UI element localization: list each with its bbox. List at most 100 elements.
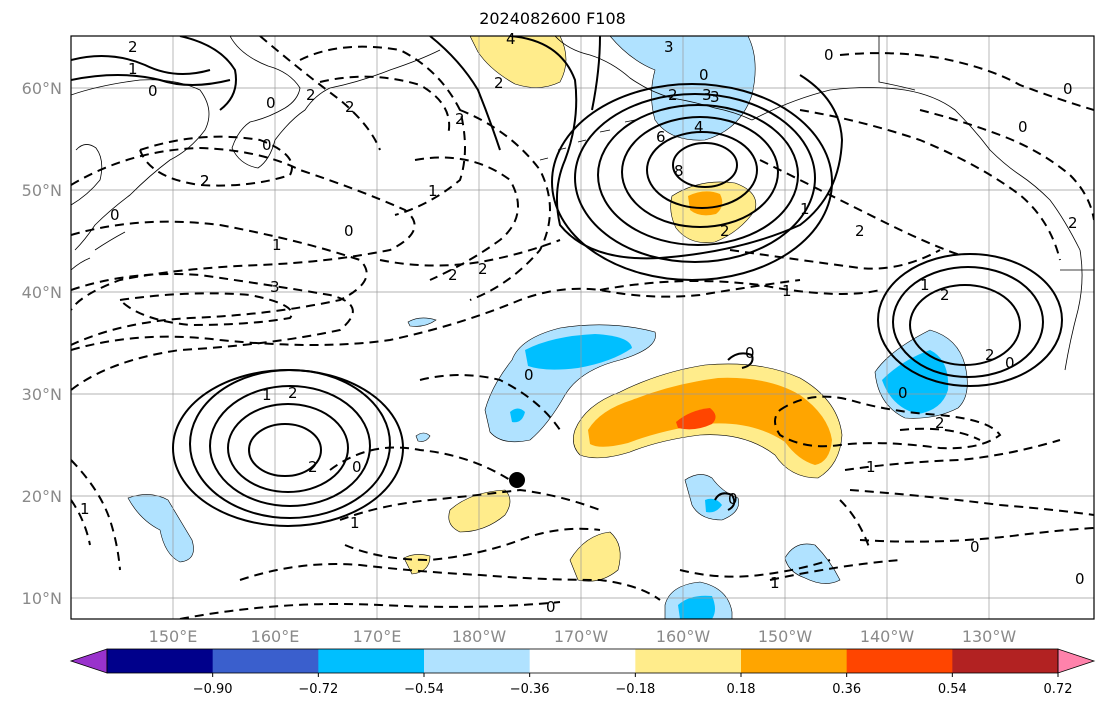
lon-label: 160°E: [251, 627, 300, 646]
contour-label: 2: [200, 172, 210, 190]
coast-alaska-west: [554, 36, 753, 121]
colorbar-tick-label: 0.36: [832, 682, 861, 697]
shade-cyan-east: [882, 350, 949, 414]
coast-border: [878, 36, 916, 91]
contour-label: 0: [1075, 570, 1085, 588]
shade-cyan-hawaii: [705, 498, 722, 513]
lat-label: 20°N: [22, 487, 62, 506]
colorbar-segment: [952, 649, 1059, 673]
shade-cyan-small: [510, 408, 525, 423]
shade-cyan-central: [525, 334, 632, 370]
contour-label: 2: [288, 384, 298, 402]
latitude-labels: 60°N 50°N 40°N 30°N 20°N 10°N: [22, 79, 62, 608]
colorbar-segment: [741, 649, 848, 673]
solid-contours: [71, 36, 1063, 527]
colorbar-tick-label: −0.54: [404, 682, 444, 697]
contour-label: 1: [428, 182, 438, 200]
dashed-contours: [71, 36, 1094, 619]
contour-label: 0: [970, 538, 980, 556]
colorbar-segment: [635, 649, 742, 673]
contour-label: 2: [455, 110, 465, 128]
contour-label: 0: [1063, 80, 1073, 98]
contour-label: 0: [728, 490, 738, 508]
lon-label: 170°W: [554, 627, 609, 646]
colorbar-tick-label: −0.90: [193, 682, 233, 697]
contour-label: 0: [262, 136, 272, 154]
colorbar-tick-label: −0.18: [615, 682, 655, 697]
lat-label: 50°N: [22, 181, 62, 200]
contour-label: 3: [664, 38, 674, 56]
colorbar-segment: [424, 649, 531, 673]
shade-positive-small-1: [448, 489, 511, 533]
colorbar-tick-label: −0.72: [298, 682, 338, 697]
lon-label: 130°W: [962, 627, 1017, 646]
contour-label: 1: [272, 236, 282, 254]
contour-label: 3: [270, 278, 280, 296]
location-marker: [509, 472, 525, 488]
contour-label: 0: [344, 222, 354, 240]
colorbar-segment: [107, 649, 214, 673]
contour-label: 0: [1005, 354, 1015, 372]
colorbar-tick-label: −0.36: [510, 682, 550, 697]
map-frame: [70, 35, 1095, 620]
longitude-labels: 150°E 160°E 170°E 180°W 170°W 160°W 150°…: [149, 627, 1017, 646]
contour-label: 0: [898, 384, 908, 402]
contour-label: 1: [262, 386, 272, 404]
contour-label: 4: [694, 118, 704, 136]
colorbar-tick-label: 0.54: [938, 682, 967, 697]
contour-label: 1: [782, 282, 792, 300]
contour-label: 2: [494, 74, 504, 92]
lat-label: 40°N: [22, 283, 62, 302]
colorbar-tick-label: 0.18: [727, 682, 756, 697]
contour-label: 2: [935, 414, 945, 432]
contour-label: 2: [668, 86, 678, 104]
contour-label: 2: [985, 346, 995, 364]
contour-label: 4: [506, 30, 516, 48]
contour-label: 2: [1068, 214, 1078, 232]
contour-label: 1: [866, 458, 876, 476]
lon-label: 160°W: [656, 627, 711, 646]
contour-label: 2: [128, 38, 138, 56]
contour-label: 3: [702, 86, 712, 104]
contour-label: 1: [770, 574, 780, 592]
coastlines: [71, 36, 1094, 371]
coast-kuril: [71, 231, 126, 271]
contour-label: 0: [524, 366, 534, 384]
contour-label: 2: [345, 98, 355, 116]
coast-alaska-gulf: [751, 87, 1081, 251]
colorbar-tick-label: 0.72: [1044, 682, 1073, 697]
contour-label: 1: [800, 200, 810, 218]
shade-orange-aleutian: [688, 191, 723, 216]
coast-japan: [71, 144, 103, 206]
shade-cyan-south: [678, 595, 715, 619]
coast-aleutians: [539, 119, 636, 161]
contour-label: 2: [448, 266, 458, 284]
colorbar-segment: [212, 649, 319, 673]
contour-label: 0: [266, 94, 276, 112]
colorbar-arrow-high: [1057, 648, 1096, 674]
lat-label: 30°N: [22, 385, 62, 404]
lon-label: 150°W: [758, 627, 813, 646]
contour-label: 0: [745, 344, 755, 362]
shade-negative-tiny-1: [407, 317, 437, 327]
lat-label: 10°N: [22, 589, 62, 608]
contour-label: 0: [148, 82, 158, 100]
contour-label: 2: [940, 286, 950, 304]
coast-kamchatka: [71, 79, 210, 251]
contour-label: 1: [350, 514, 360, 532]
shaded-field: [127, 36, 968, 619]
contour-label: 2: [855, 222, 865, 240]
contour-label: 0: [824, 46, 834, 64]
contour-label: 8: [674, 162, 684, 180]
colorbar-frame: [106, 648, 1059, 674]
contour-label: 1: [128, 60, 138, 78]
colorbar: −0.90 −0.72 −0.54 −0.36 −0.18 0.18 0.36 0.54 0.7…: [69, 648, 1096, 697]
colorbar-segment: [846, 649, 953, 673]
shade-positive-small-2: [569, 531, 621, 582]
contour-label: 2: [200, 172, 210, 190]
contour-labels: 2 1 0 0 2 2 2 0 2 1 0 0 1 3 2 2 1 4 2 3 …: [80, 30, 1085, 616]
contour-label: 0: [1018, 118, 1028, 136]
contour-label: 2: [308, 458, 318, 476]
shade-negative-hawaii: [684, 474, 739, 521]
